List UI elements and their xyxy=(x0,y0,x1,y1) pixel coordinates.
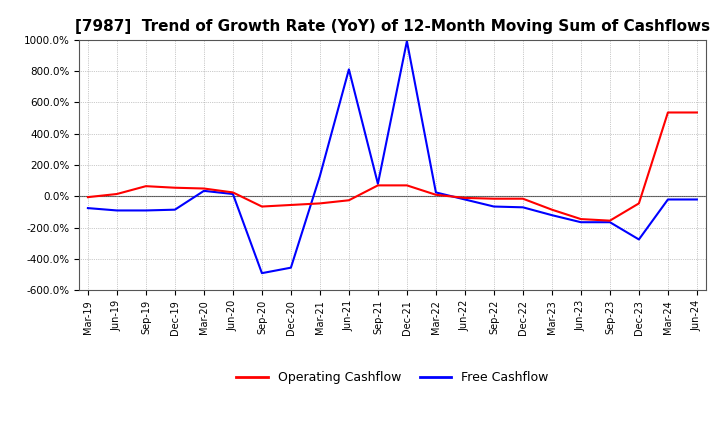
Title: [7987]  Trend of Growth Rate (YoY) of 12-Month Moving Sum of Cashflows: [7987] Trend of Growth Rate (YoY) of 12-… xyxy=(75,19,710,34)
Free Cashflow xyxy=(171,207,179,213)
Operating Cashflow xyxy=(431,192,440,198)
Operating Cashflow xyxy=(577,216,585,222)
Free Cashflow xyxy=(228,191,237,197)
Free Cashflow xyxy=(374,181,382,187)
Free Cashflow xyxy=(577,220,585,225)
Free Cashflow xyxy=(112,208,121,213)
Operating Cashflow xyxy=(199,186,208,191)
Operating Cashflow xyxy=(606,218,614,223)
Operating Cashflow xyxy=(402,183,411,188)
Free Cashflow xyxy=(431,190,440,195)
Operating Cashflow xyxy=(345,198,354,203)
Free Cashflow xyxy=(518,205,527,210)
Free Cashflow xyxy=(199,188,208,194)
Operating Cashflow xyxy=(518,196,527,202)
Operating Cashflow xyxy=(664,110,672,115)
Operating Cashflow xyxy=(228,190,237,195)
Free Cashflow xyxy=(548,213,557,218)
Free Cashflow xyxy=(634,237,643,242)
Line: Operating Cashflow: Operating Cashflow xyxy=(88,113,697,220)
Operating Cashflow xyxy=(287,202,295,208)
Operating Cashflow xyxy=(548,207,557,213)
Legend: Operating Cashflow, Free Cashflow: Operating Cashflow, Free Cashflow xyxy=(231,367,554,389)
Free Cashflow xyxy=(664,197,672,202)
Free Cashflow xyxy=(258,271,266,276)
Operating Cashflow xyxy=(461,195,469,201)
Operating Cashflow xyxy=(171,185,179,191)
Free Cashflow xyxy=(461,197,469,202)
Operating Cashflow xyxy=(315,201,324,206)
Free Cashflow xyxy=(315,173,324,179)
Operating Cashflow xyxy=(374,183,382,188)
Operating Cashflow xyxy=(142,183,150,189)
Free Cashflow xyxy=(490,204,498,209)
Operating Cashflow xyxy=(84,194,92,200)
Operating Cashflow xyxy=(490,196,498,202)
Free Cashflow xyxy=(345,67,354,72)
Operating Cashflow xyxy=(112,191,121,197)
Free Cashflow xyxy=(606,220,614,225)
Operating Cashflow xyxy=(258,204,266,209)
Free Cashflow xyxy=(402,39,411,44)
Free Cashflow xyxy=(287,265,295,270)
Line: Free Cashflow: Free Cashflow xyxy=(88,41,697,273)
Free Cashflow xyxy=(693,197,701,202)
Operating Cashflow xyxy=(693,110,701,115)
Operating Cashflow xyxy=(634,201,643,206)
Free Cashflow xyxy=(84,205,92,211)
Free Cashflow xyxy=(142,208,150,213)
